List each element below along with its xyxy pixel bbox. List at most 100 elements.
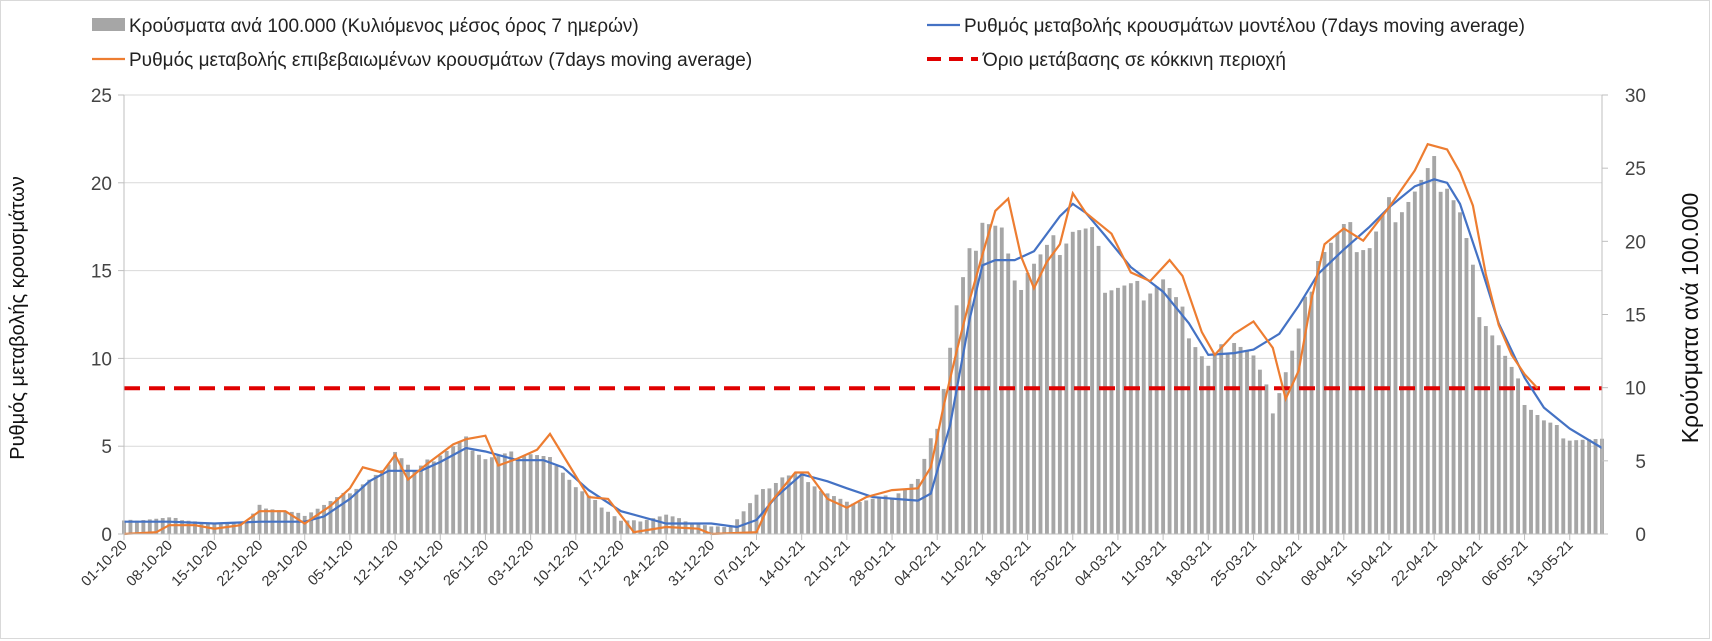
bar <box>1483 326 1488 534</box>
bar <box>825 493 830 534</box>
x-tick-label: 29-04-21 <box>1434 538 1486 590</box>
bar <box>1232 343 1237 534</box>
bar <box>1458 212 1462 534</box>
x-tick-label: 25-03-21 <box>1208 538 1260 590</box>
bar <box>1412 191 1417 534</box>
confirmed-series-line <box>123 142 1539 536</box>
x-tick-label: 01-04-21 <box>1253 538 1305 590</box>
bar <box>651 518 656 534</box>
bar <box>1290 350 1295 534</box>
bar <box>451 446 456 534</box>
bar <box>773 482 778 534</box>
bar <box>1529 409 1533 534</box>
x-tick-label: 05-11-20 <box>305 538 357 590</box>
bar <box>1580 439 1585 534</box>
bar <box>1387 197 1391 534</box>
x-tick-label: 18-02-21 <box>982 538 1034 590</box>
bar <box>1206 365 1211 534</box>
bar <box>1341 224 1346 535</box>
bar <box>554 465 559 534</box>
bar <box>941 388 946 534</box>
x-tick-label: 11-02-21 <box>938 538 990 590</box>
x-tick-label: 07-01-21 <box>711 538 763 590</box>
bar <box>1438 191 1443 534</box>
bar <box>1270 413 1275 534</box>
bar <box>1516 378 1521 534</box>
x-tick-label: 28-01-21 <box>847 538 899 590</box>
bar <box>1464 238 1469 534</box>
x-tick-label: 04-03-21 <box>1072 538 1124 590</box>
x-tick-label: 19-11-20 <box>395 538 447 590</box>
bar <box>418 465 423 534</box>
bar <box>560 472 565 534</box>
right-axis-title: Κρούσματα ανά 100.000 <box>1677 193 1703 444</box>
bar <box>980 222 985 534</box>
bar <box>335 497 339 534</box>
bar <box>935 428 940 534</box>
bar <box>612 516 617 534</box>
bar <box>896 493 901 534</box>
bar <box>180 520 185 534</box>
bar <box>1535 415 1540 534</box>
bar <box>715 526 720 534</box>
bar <box>909 483 914 534</box>
bar <box>141 520 146 534</box>
bar <box>134 520 139 534</box>
bar <box>548 457 552 534</box>
x-tick-label: 08-10-20 <box>124 538 176 590</box>
bar <box>1186 338 1191 534</box>
bar <box>857 502 862 534</box>
bar <box>1116 287 1120 534</box>
bar <box>218 523 223 534</box>
bar <box>903 488 907 534</box>
bar <box>296 512 301 534</box>
x-tick-label: 17-12-20 <box>575 538 627 590</box>
x-tick-label: 22-04-21 <box>1389 538 1441 590</box>
legend-bars-swatch <box>92 18 125 31</box>
bar <box>225 523 230 534</box>
legend-confirmed-label: Ρυθμός μεταβολής επιβεβαιωμένων κρουσμάτ… <box>129 50 752 71</box>
bar <box>722 527 727 534</box>
bar <box>1238 346 1243 534</box>
bar <box>748 503 752 534</box>
bar <box>483 459 488 534</box>
bar <box>1316 260 1320 534</box>
bar <box>354 488 359 534</box>
bar <box>457 441 462 534</box>
bar <box>915 478 920 534</box>
bar <box>1509 366 1514 534</box>
bar <box>1019 289 1024 534</box>
bar <box>631 520 636 534</box>
right-tick-label: 0 <box>1635 525 1646 546</box>
bar <box>502 453 507 534</box>
bar <box>657 516 662 534</box>
bar <box>1425 168 1430 535</box>
bar <box>1077 230 1082 534</box>
x-tick-label: 12-11-20 <box>350 538 402 590</box>
bar <box>489 457 494 534</box>
bar <box>289 511 294 534</box>
legend-model-label: Ρυθμός μεταβολής κρουσμάτων μοντέλου (7d… <box>964 16 1525 37</box>
bar <box>322 504 327 534</box>
bars-series <box>122 156 1604 535</box>
x-tick-label: 13-05-21 <box>1524 538 1576 590</box>
bar <box>1496 345 1501 534</box>
bar <box>541 456 546 534</box>
bar <box>1322 251 1327 534</box>
bar <box>870 498 875 534</box>
bar <box>1264 384 1269 534</box>
bar <box>1277 393 1282 534</box>
bar <box>864 500 869 534</box>
bar <box>315 508 320 534</box>
bar <box>877 497 882 534</box>
bar <box>619 520 623 534</box>
bar <box>431 461 436 534</box>
bar <box>1477 317 1482 534</box>
bar <box>1587 439 1592 534</box>
bar <box>1522 404 1527 534</box>
bar <box>380 469 385 534</box>
bar <box>1225 353 1230 534</box>
right-tick-label: 30 <box>1625 86 1646 107</box>
x-tick-label: 06-05-21 <box>1479 538 1531 590</box>
bar <box>1006 253 1011 534</box>
